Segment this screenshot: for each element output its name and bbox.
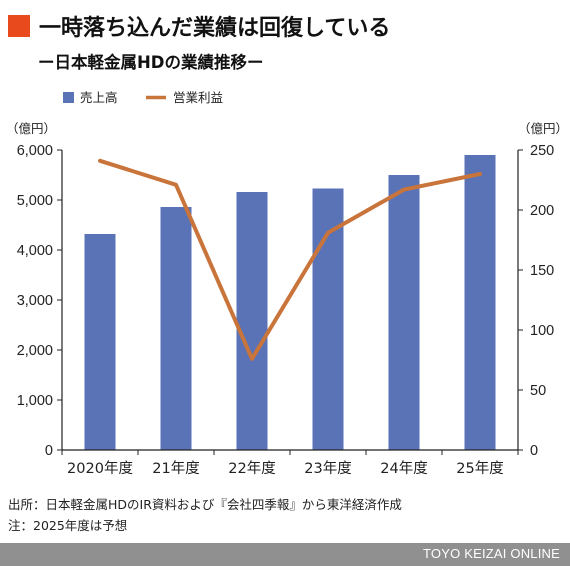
x-tick-label: 25年度 — [456, 460, 503, 477]
line-point-operating-profit — [403, 189, 405, 191]
y-left-tick-label: 4,000 — [17, 243, 53, 259]
y-right-tick-label: 100 — [530, 323, 554, 339]
bar-sales — [236, 192, 268, 450]
bar-sales — [464, 155, 496, 450]
line-point-operating-profit — [251, 358, 253, 360]
x-tick-label: 22年度 — [228, 460, 275, 477]
legend-label-profit: 営業利益 — [173, 90, 223, 105]
x-tick-label: 23年度 — [304, 460, 351, 477]
legend-swatch-sales — [63, 92, 74, 103]
line-point-operating-profit — [99, 160, 101, 162]
y-left-tick-label: 5,000 — [17, 193, 53, 209]
footer-bar: TOYO KEIZAI ONLINE — [0, 543, 570, 566]
forecast-note: 注：2025年度は予想 — [8, 518, 128, 533]
y-left-unit: （億円） — [6, 121, 56, 136]
y-right-tick-label: 150 — [530, 263, 554, 279]
chart-title: 一時落ち込んだ業績は回復している — [39, 16, 391, 41]
line-operating-profit — [98, 158, 482, 361]
line-point-operating-profit — [175, 184, 177, 186]
bar-sales — [388, 175, 420, 450]
line-point-operating-profit — [479, 173, 481, 175]
bar-sales — [160, 207, 192, 450]
y-left-tick-label: 6,000 — [17, 143, 53, 159]
y-left-tick-label: 1,000 — [17, 393, 53, 409]
bar-sales — [84, 234, 116, 450]
y-right-tick-label: 200 — [530, 203, 554, 219]
y-left-tick-label: 2,000 — [17, 343, 53, 359]
y-right-unit: （億円） — [518, 121, 568, 136]
x-tick-label: 21年度 — [152, 460, 199, 477]
y-right-tick-label: 50 — [530, 383, 546, 399]
y-left-tick-label: 0 — [45, 443, 53, 459]
x-tick-label: 24年度 — [380, 460, 427, 477]
chart-svg: 売上高 営業利益 （億円） （億円） 0 1,000 2,000 3,000 4,000 5,00… — [6, 90, 568, 477]
title-marker — [8, 15, 30, 37]
x-tick-label: 2020年度 — [67, 460, 133, 477]
source-note: 出所：日本軽金属HDのIR資料および『会社四季報』から東洋経済作成 — [8, 497, 402, 512]
y-left-tick-label: 3,000 — [17, 293, 53, 309]
footer-brand: TOYO KEIZAI ONLINE — [422, 546, 560, 561]
line-point-operating-profit — [327, 232, 329, 234]
y-right-tick-label: 0 — [530, 443, 538, 459]
title-row: 一時落ち込んだ業績は回復している — [8, 13, 391, 41]
y-right-tick-label: 250 — [530, 143, 554, 159]
legend-label-sales: 売上高 — [80, 90, 118, 105]
chart-subtitle: ー日本軽金属HDの業績推移ー — [38, 53, 264, 72]
